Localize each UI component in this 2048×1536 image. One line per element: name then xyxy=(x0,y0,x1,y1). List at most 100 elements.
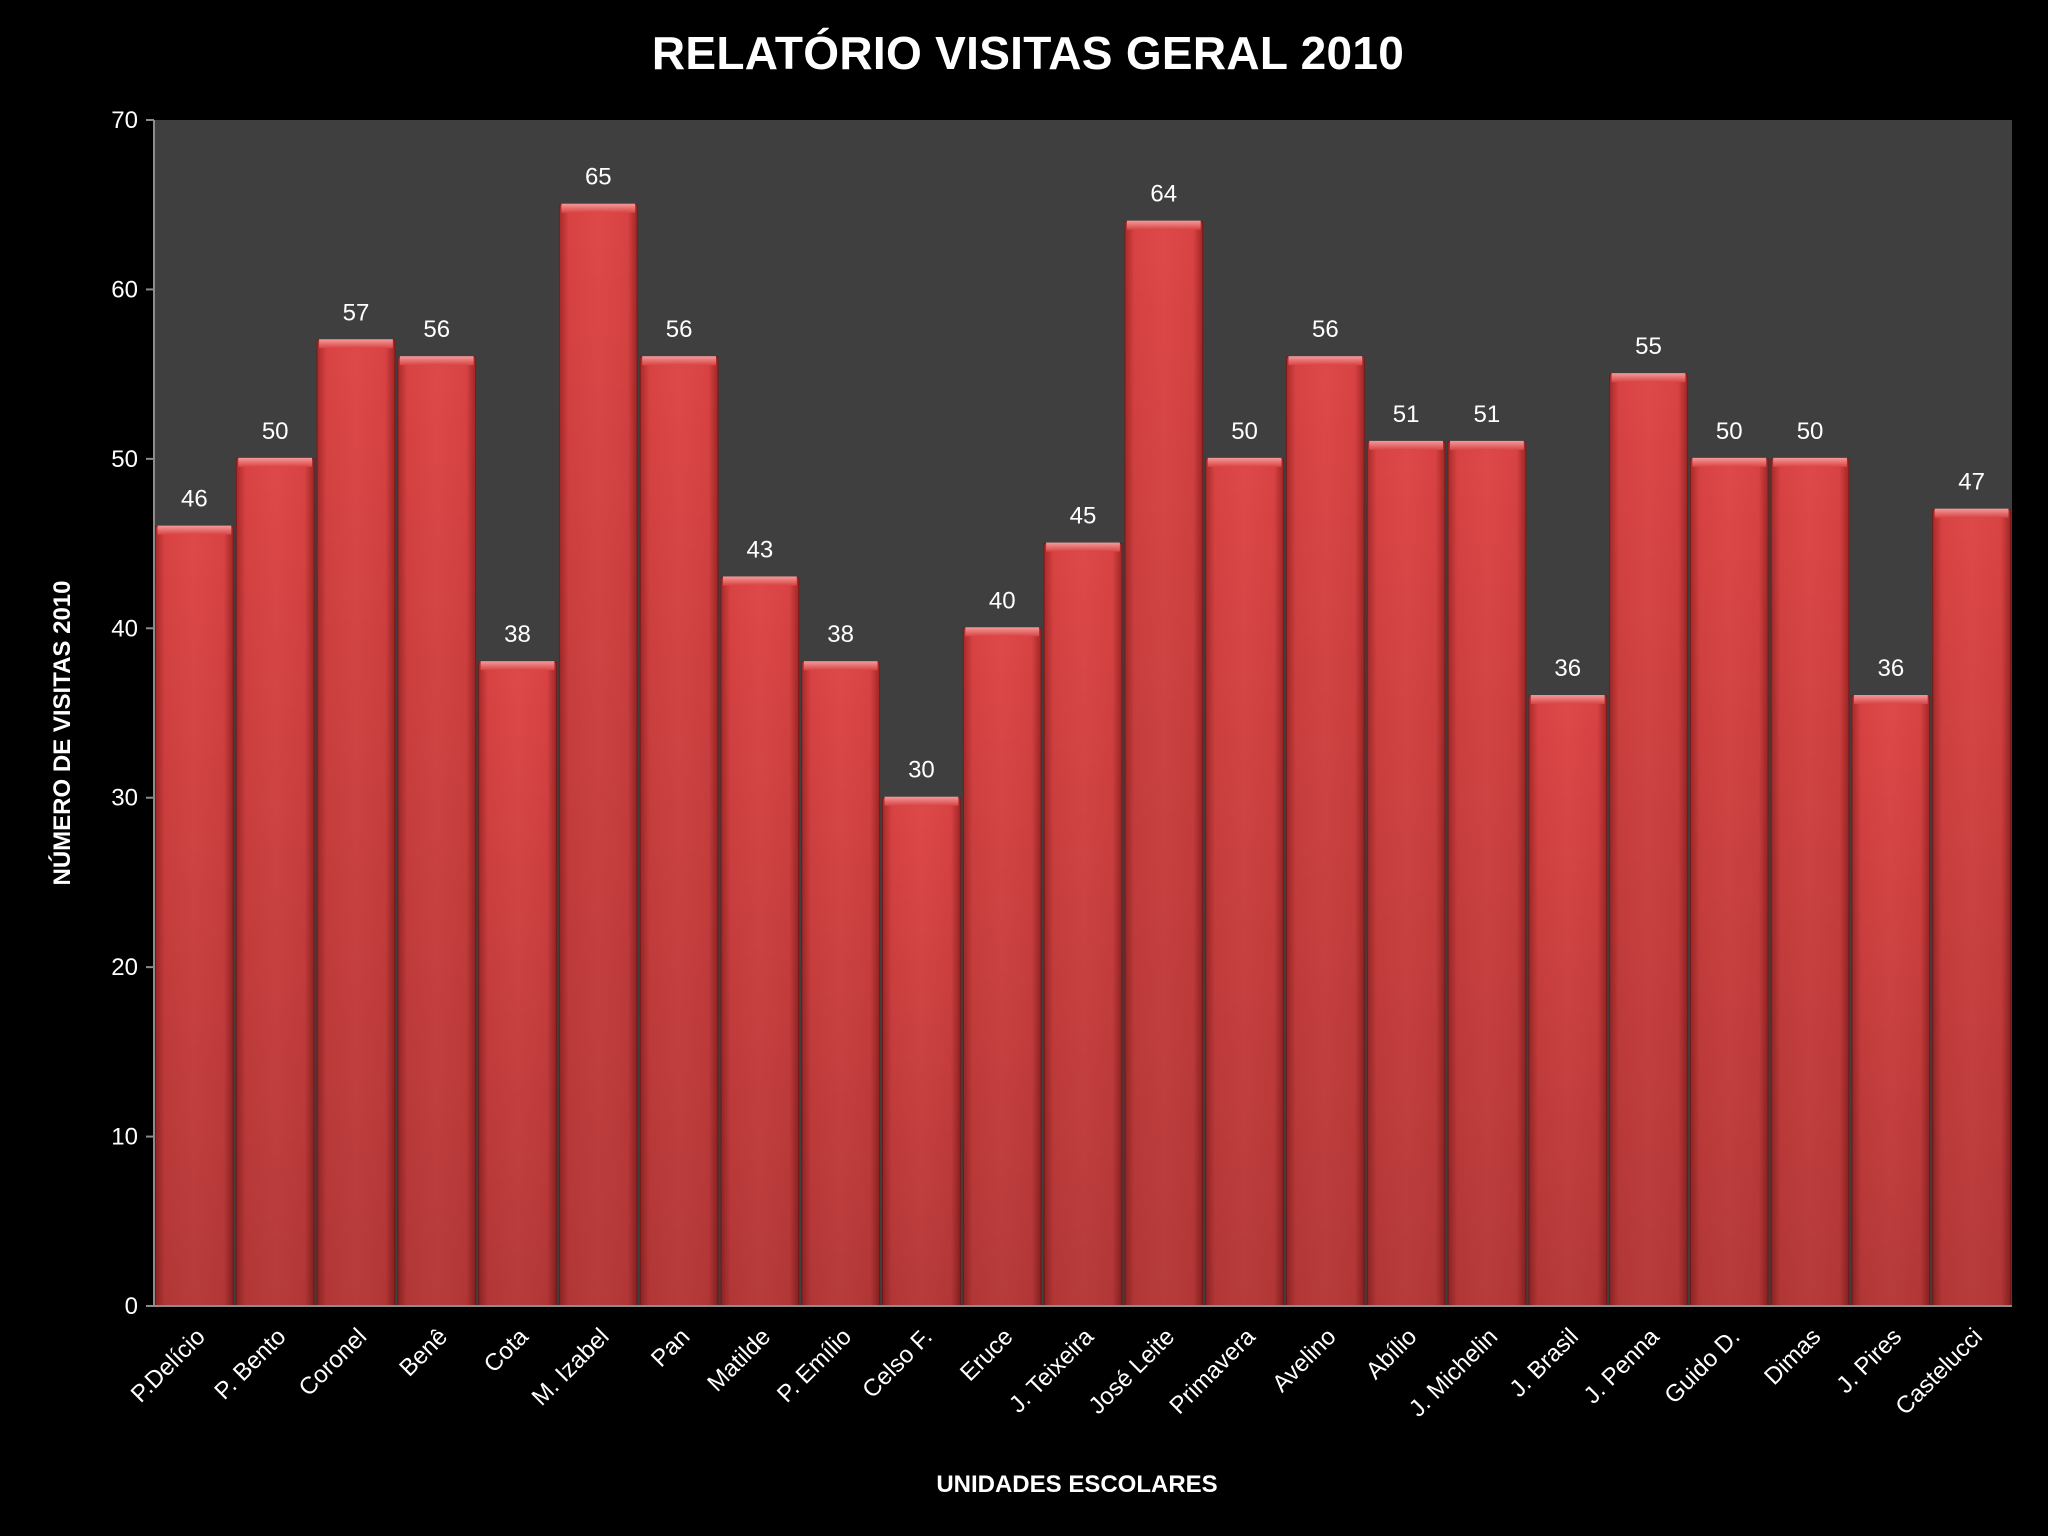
data-label: 64 xyxy=(1150,181,1177,208)
category-label: Abílio xyxy=(1361,1323,1423,1385)
bar-cap xyxy=(1450,440,1524,450)
category-label: Coronel xyxy=(294,1323,373,1402)
data-label: 40 xyxy=(989,587,1016,614)
y-tick-label: 30 xyxy=(111,785,138,812)
data-label: 50 xyxy=(1231,418,1258,445)
category-label: Eruce xyxy=(955,1323,1018,1386)
bar xyxy=(235,457,315,1307)
bar xyxy=(962,627,1042,1307)
category-label: J. Teixeira xyxy=(1004,1323,1100,1419)
category-label: Primavera xyxy=(1164,1323,1261,1420)
bar-shade xyxy=(640,357,718,1306)
chart-container: RELATÓRIO VISITAS GERAL 2010 0 10 20 30 40 50… xyxy=(8,0,2048,1536)
chart-title: RELATÓRIO VISITAS GERAL 2010 xyxy=(651,27,1405,79)
y-tick-label: 20 xyxy=(111,954,138,981)
bar xyxy=(478,661,557,1307)
category-label: Cota xyxy=(479,1323,534,1378)
bar xyxy=(1851,695,1931,1307)
bar-shade xyxy=(1286,357,1365,1306)
bar xyxy=(1932,508,2012,1307)
bar xyxy=(1124,220,1204,1307)
bar xyxy=(1770,457,1850,1307)
bar-cap xyxy=(884,796,959,806)
bar xyxy=(155,525,234,1307)
category-label: J. Pires xyxy=(1831,1323,1907,1399)
data-label: 50 xyxy=(262,418,289,445)
bar-cap xyxy=(1046,542,1120,552)
bar-shade xyxy=(963,628,1042,1306)
bar-cap xyxy=(1369,440,1444,450)
bar-shade xyxy=(559,204,638,1307)
bar-cap xyxy=(803,661,878,671)
data-label: 56 xyxy=(1312,316,1339,343)
data-label: 56 xyxy=(666,316,693,343)
bar-shade xyxy=(801,662,880,1306)
bar-cap xyxy=(1207,457,1282,467)
bar xyxy=(558,203,638,1307)
bar-shade xyxy=(720,577,799,1306)
data-label: 51 xyxy=(1393,401,1420,428)
category-label: P. Bento xyxy=(209,1323,291,1405)
y-tick-label: 0 xyxy=(125,1293,138,1320)
bar-shade xyxy=(1205,458,1284,1306)
bar-shade xyxy=(1771,458,1849,1306)
bar xyxy=(1205,457,1284,1307)
bar xyxy=(1366,440,1446,1307)
bar-shade xyxy=(1448,441,1526,1306)
bar-cap xyxy=(1692,457,1767,467)
bar-shade xyxy=(236,458,315,1306)
bar-cap xyxy=(642,356,716,366)
y-tick-label: 50 xyxy=(111,446,138,473)
data-label: 65 xyxy=(585,164,612,191)
bar-cap xyxy=(319,339,393,349)
bar xyxy=(639,356,719,1307)
bar-shade xyxy=(155,526,234,1306)
data-label: 36 xyxy=(1877,655,1904,682)
bar-cap xyxy=(1288,356,1363,366)
category-label: Dimas xyxy=(1759,1323,1826,1390)
bar-cap xyxy=(1611,373,1686,383)
category-label: M. Izabel xyxy=(527,1323,615,1411)
data-label: 36 xyxy=(1554,655,1581,682)
bar-shade xyxy=(1609,374,1688,1307)
bar-cap xyxy=(1934,508,2009,518)
category-label: P.Delício xyxy=(126,1323,211,1408)
y-tick-label: 60 xyxy=(111,276,138,303)
data-label: 57 xyxy=(343,299,370,326)
category-label: J. Brasil xyxy=(1504,1323,1583,1402)
x-axis-title: UNIDADES ESCOLARES xyxy=(936,1471,1217,1498)
bar-shade xyxy=(1932,509,2011,1307)
bar-shade xyxy=(1690,458,1769,1306)
y-tick-label: 40 xyxy=(111,615,138,642)
bar xyxy=(1447,440,1527,1307)
bar-cap xyxy=(722,576,797,586)
bar xyxy=(1689,457,1769,1307)
bar xyxy=(720,576,800,1307)
category-label: Avelino xyxy=(1267,1323,1341,1397)
bar-chart: 0 10 20 30 40 50 60 70 46 P.Delício 50 P. Bento 57 C… xyxy=(48,107,2012,1498)
data-label: 51 xyxy=(1474,401,1501,428)
category-label: José Leite xyxy=(1084,1323,1180,1419)
category-label: Celso F. xyxy=(857,1323,937,1403)
category-label: Benê xyxy=(394,1323,453,1382)
data-label: 56 xyxy=(423,316,450,343)
bar-shade xyxy=(317,340,395,1306)
bar-cap xyxy=(480,661,555,671)
bar xyxy=(397,356,477,1307)
bar-cap xyxy=(965,627,1040,637)
bar-shade xyxy=(1851,696,1930,1306)
bar xyxy=(316,339,396,1307)
data-label: 43 xyxy=(747,536,774,563)
bar xyxy=(1609,373,1688,1307)
data-label: 45 xyxy=(1070,503,1097,530)
data-label: 46 xyxy=(181,486,208,513)
bar-cap xyxy=(238,457,313,467)
data-label: 30 xyxy=(908,757,935,784)
category-label: J. Michelin xyxy=(1404,1323,1503,1422)
y-tick-label: 10 xyxy=(111,1124,138,1151)
data-label: 38 xyxy=(504,621,531,648)
bar-shade xyxy=(1367,441,1446,1306)
bar xyxy=(1285,356,1365,1307)
bar-shade xyxy=(478,662,557,1306)
bar xyxy=(1528,695,1608,1307)
